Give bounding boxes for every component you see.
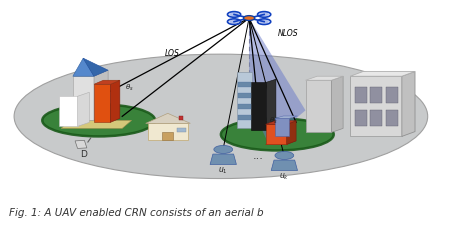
Text: D: D (80, 151, 87, 160)
Circle shape (243, 16, 255, 21)
Bar (177, 128, 186, 132)
Polygon shape (83, 58, 108, 76)
Polygon shape (271, 160, 298, 170)
Bar (162, 132, 173, 140)
Polygon shape (350, 76, 402, 136)
Polygon shape (61, 120, 132, 128)
Text: LOS: LOS (164, 49, 180, 58)
Bar (238, 115, 251, 120)
Bar (238, 82, 251, 87)
Polygon shape (287, 121, 296, 144)
Polygon shape (266, 121, 296, 124)
Bar (238, 93, 251, 98)
Ellipse shape (14, 54, 428, 179)
Circle shape (229, 13, 239, 17)
Polygon shape (210, 154, 236, 164)
Ellipse shape (42, 104, 155, 136)
Polygon shape (266, 141, 296, 144)
Bar (386, 87, 398, 103)
Polygon shape (237, 72, 252, 128)
Text: $u_1$: $u_1$ (218, 165, 227, 176)
Bar (370, 87, 382, 103)
Text: $\theta_s$: $\theta_s$ (125, 83, 133, 93)
Polygon shape (94, 70, 108, 120)
Polygon shape (73, 58, 94, 76)
Circle shape (259, 13, 269, 17)
Ellipse shape (221, 118, 334, 151)
Circle shape (259, 20, 269, 24)
Polygon shape (402, 72, 415, 136)
Polygon shape (78, 92, 89, 126)
Text: NLOS: NLOS (277, 29, 298, 38)
Text: ...: ... (253, 152, 264, 161)
Polygon shape (275, 116, 298, 118)
Polygon shape (59, 96, 78, 126)
Polygon shape (94, 84, 110, 122)
Polygon shape (73, 76, 94, 120)
Polygon shape (266, 79, 276, 130)
Polygon shape (249, 18, 306, 143)
Polygon shape (331, 76, 343, 132)
Polygon shape (350, 72, 415, 76)
Polygon shape (306, 76, 343, 80)
Circle shape (275, 152, 294, 160)
Bar (355, 110, 367, 126)
Text: $u_k$: $u_k$ (279, 172, 289, 182)
Polygon shape (275, 118, 289, 136)
Bar (238, 104, 251, 109)
Bar (75, 140, 87, 148)
Text: Fig. 1: A UAV enabled CRN consists of an aerial b: Fig. 1: A UAV enabled CRN consists of an… (9, 208, 264, 218)
Circle shape (214, 145, 233, 153)
Polygon shape (110, 80, 120, 122)
Bar (148, 123, 188, 140)
Polygon shape (306, 80, 331, 132)
Bar (355, 87, 367, 103)
Polygon shape (94, 80, 120, 84)
Bar (179, 116, 183, 120)
Polygon shape (146, 113, 190, 123)
Text: $\theta_s$: $\theta_s$ (269, 115, 278, 126)
Bar (370, 110, 382, 126)
Polygon shape (266, 124, 287, 144)
Circle shape (229, 20, 239, 24)
Bar (386, 110, 398, 126)
Polygon shape (251, 82, 266, 130)
